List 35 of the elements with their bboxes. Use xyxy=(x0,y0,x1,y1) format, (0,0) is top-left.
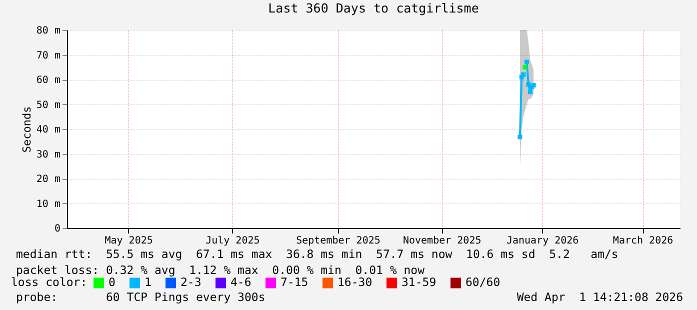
y-tick-label: 80 m xyxy=(36,26,60,36)
y-tick-label: 30 m xyxy=(36,149,60,160)
y-tick-label: 60 m xyxy=(36,75,60,86)
point xyxy=(524,60,529,64)
x-tick-label: September 2025 xyxy=(296,236,380,246)
legend-label: 7-15 xyxy=(280,275,308,290)
chart-title: Last 360 Days to catgirlisme xyxy=(268,0,479,16)
x-tick-label: January 2026 xyxy=(506,236,579,246)
point xyxy=(526,82,531,87)
point xyxy=(521,72,526,77)
point xyxy=(518,134,522,140)
x-tick-label: May 2025 xyxy=(104,236,153,246)
x-tick-label: March 2026 xyxy=(612,236,674,246)
legend-label: 2-3 xyxy=(180,275,202,290)
text: probe: 60 TCP Pings every 300s xyxy=(16,290,266,304)
y-tick-label: 70 m xyxy=(36,50,60,62)
legend-label: 31-59 xyxy=(402,275,436,290)
y-tick-label: 50 m xyxy=(36,100,60,111)
point xyxy=(528,90,532,94)
text: Wed Apr 1 14:21:08 2026 xyxy=(516,290,683,304)
text: packet loss: 0.32 % avg 1.12 % max 0.00 % min 0.01 % now xyxy=(16,263,424,277)
x-tick-label: July 2025 xyxy=(206,236,260,246)
legend-label: 4-6 xyxy=(230,275,252,290)
y-axis-title: Seconds xyxy=(20,106,34,153)
y-tick-label: 0 xyxy=(54,224,60,234)
y-tick-label: 40 m xyxy=(36,124,60,136)
legend-label: 1 xyxy=(144,275,152,290)
x-tick-label: November 2025 xyxy=(402,236,482,246)
text: median rtt: 55.5 ms avg 67.1 ms max 36.8 ms min 57.7 ms now 10.6 ms sd 5.2 am/s xyxy=(16,247,618,261)
y-tick-label: 20 m xyxy=(36,174,60,185)
legend-label: 60/60 xyxy=(466,275,500,290)
y-tick-label: 10 m xyxy=(36,198,60,210)
legend-label: 0 xyxy=(108,275,116,290)
legend-label: 16-30 xyxy=(338,275,372,290)
legend-title: loss color: xyxy=(11,275,88,289)
